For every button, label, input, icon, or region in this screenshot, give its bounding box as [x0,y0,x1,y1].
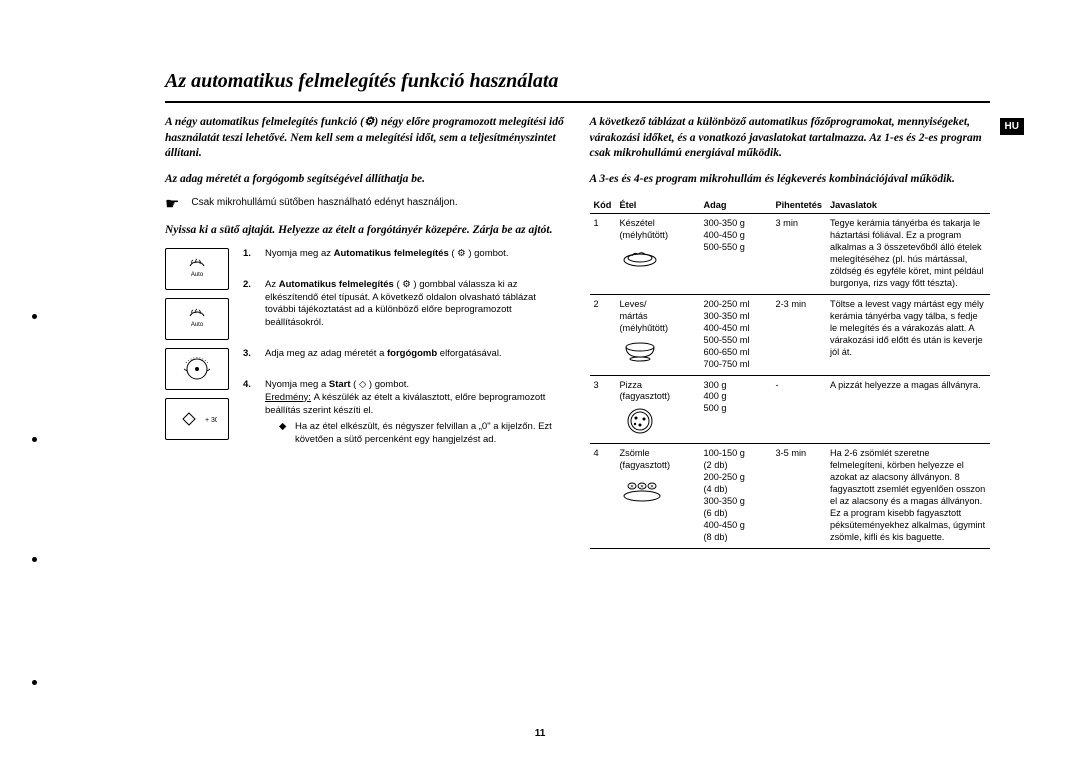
right-column: A következő táblázat a különböző automat… [590,115,991,549]
crop-mark [32,314,37,319]
result-label: Eredmény: [265,392,311,403]
svg-text:✕: ✕ [639,484,643,490]
language-badge: HU [1000,118,1024,135]
svg-text:Auto: Auto [191,322,204,328]
left-intro: A négy automatikus felmelegítés funkció … [165,115,566,162]
auto-panel-icon: Auto [165,248,229,290]
crop-mark [32,680,37,685]
cell-etel: Leves/mártás(mélyhűtött) [616,294,700,375]
page-number: 11 [535,728,546,739]
svg-text:+ 30s: + 30s [205,417,217,424]
cell-etel: Pizza(fagyasztott) [616,375,700,444]
step-text: Az Automatikus felmelegítés ( ⚙ ) gombba… [265,279,566,330]
cell-pihentetes: 3 min [772,214,826,295]
cell-kod: 1 [590,214,616,295]
cell-javaslatok: Ha 2-6 zsömlét szeretne felmelegíteni, k… [826,444,990,549]
step-3: 3. Adja meg az adag méretét a forgógomb … [243,348,566,361]
step-number: 2. [243,279,255,330]
step-number: 1. [243,248,255,261]
col-javaslatok: Javaslatok [826,197,990,214]
step-4: 4. Nyomja meg a Start ( ◇ ) gombot. Ered… [243,379,566,447]
cell-javaslatok: Töltse a levest vagy mártást egy mély ke… [826,294,990,375]
svg-text:✕: ✕ [629,484,633,490]
title-divider [165,101,990,103]
auto-panel-icon: Auto [165,298,229,340]
step-number: 3. [243,348,255,361]
table-row: 2Leves/mártás(mélyhűtött)200-250 ml300-3… [590,294,991,375]
cell-javaslatok: Tegye kerámia tányérba és takarja le ház… [826,214,990,295]
panel-icons-column: Auto Auto + 30s [165,248,229,465]
col-etel: Étel [616,197,700,214]
cell-adag: 100-150 g(2 db)200-250 g(4 db)300-350 g(… [700,444,772,549]
cell-kod: 2 [590,294,616,375]
start-panel-icon: + 30s [165,398,229,440]
steps-list: 1. Nyomja meg az Automatikus felmelegíté… [243,248,566,465]
cell-pihentetes: 2-3 min [772,294,826,375]
hand-note-text: Csak mikrohullámú sütőben használható ed… [191,197,457,208]
crop-mark [32,437,37,442]
cell-adag: 300-350 g400-450 g500-550 g [700,214,772,295]
right-intro: A következő táblázat a különböző automat… [590,115,991,162]
programs-table: Kód Étel Adag Pihentetés Javaslatok 1Kés… [590,197,991,549]
open-door-instruction: Nyissa ki a sütő ajtaját. Helyezze az ét… [165,223,566,238]
step-text: Nyomja meg a Start ( ◇ ) gombot. Eredmén… [265,379,566,447]
table-row: 3Pizza(fagyasztott)300 g400 g500 g-A piz… [590,375,991,444]
cell-adag: 200-250 ml300-350 ml400-450 ml500-550 ml… [700,294,772,375]
svg-text:✕: ✕ [649,484,653,490]
right-sub-intro: A 3-es és 4-es program mikrohullám és lé… [590,172,991,188]
table-header-row: Kód Étel Adag Pihentetés Javaslatok [590,197,991,214]
col-pihentetes: Pihentetés [772,197,826,214]
hand-note: ☛ Csak mikrohullámú sütőben használható … [165,197,566,213]
left-sub-intro: Az adag méretét a forgógomb segítségével… [165,172,566,188]
crop-mark [32,557,37,562]
svg-text:Auto: Auto [191,272,204,278]
cell-javaslatok: A pizzát helyezze a magas állványra. [826,375,990,444]
cell-etel: Készétel(mélyhűtött) [616,214,700,295]
cell-pihentetes: 3-5 min [772,444,826,549]
food-icon: ✕ ✕ ✕ [620,476,696,508]
dial-panel-icon [165,348,229,390]
food-icon [620,339,696,367]
cell-pihentetes: - [772,375,826,444]
left-column: A négy automatikus felmelegítés funkció … [165,115,566,549]
table-row: 4Zsömle(fagyasztott)✕✕✕100-150 g(2 db)20… [590,444,991,549]
col-adag: Adag [700,197,772,214]
step-text: Nyomja meg az Automatikus felmelegítés (… [265,248,508,261]
cell-adag: 300 g400 g500 g [700,375,772,444]
col-kod: Kód [590,197,616,214]
step-text: Adja meg az adag méretét a forgógomb elf… [265,348,502,361]
food-icon [620,407,696,439]
cell-kod: 3 [590,375,616,444]
bullet-text: Ha az étel elkészült, és négyszer felvil… [295,421,566,447]
step-2: 2. Az Automatikus felmelegítés ( ⚙ ) gom… [243,279,566,330]
cell-kod: 4 [590,444,616,549]
page-title: Az automatikus felmelegítés funkció hasz… [165,70,990,93]
food-icon [620,246,696,274]
diamond-bullet-icon: ◆ [279,421,287,447]
cell-etel: Zsömle(fagyasztott)✕✕✕ [616,444,700,549]
table-row: 1Készétel(mélyhűtött)300-350 g400-450 g5… [590,214,991,295]
step-1: 1. Nyomja meg az Automatikus felmelegíté… [243,248,566,261]
pointing-hand-icon: ☛ [165,197,179,213]
step-number: 4. [243,379,255,447]
